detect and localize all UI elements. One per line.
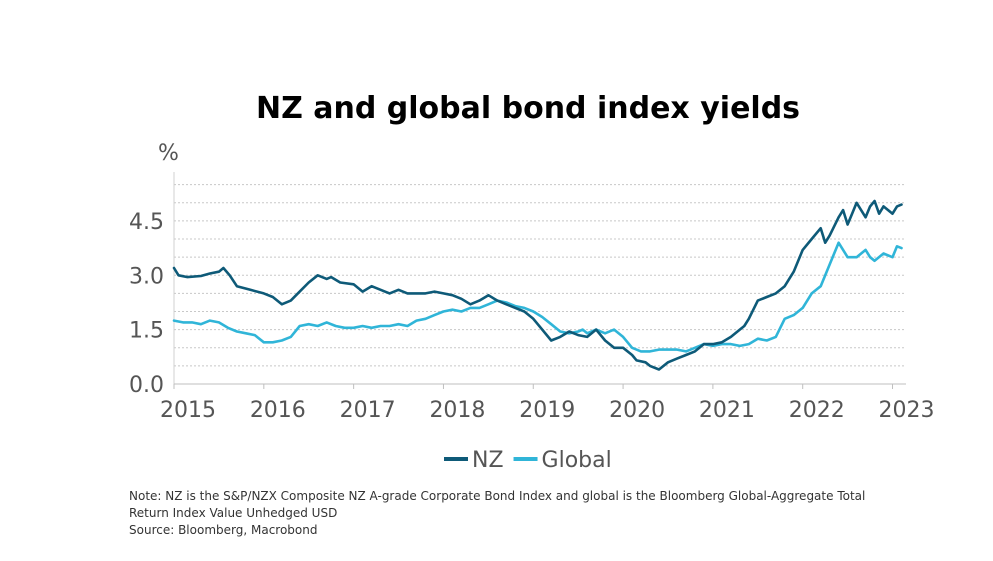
y-tick-labels: 0.0 1.5 3.0 4.5 (129, 210, 164, 398)
x-tick-label: 2019 (519, 398, 575, 423)
legend: NZ Global (444, 448, 612, 473)
chart-title: NZ and global bond index yields (256, 91, 800, 126)
x-tick-label: 2015 (160, 398, 216, 423)
x-tick-label: 2016 (250, 398, 306, 423)
series-line-global (172, 241, 903, 353)
y-tick-label: 0.0 (129, 373, 164, 398)
note-line-1: Note: NZ is the S&P/NZX Composite NZ A-g… (129, 489, 866, 503)
x-tick-labels: 2015 2016 2017 2018 2019 2020 2021 2022 2023 (160, 384, 935, 423)
y-axis-unit: % (158, 141, 179, 166)
y-tick-label: 4.5 (129, 210, 164, 235)
legend-label-global: Global (542, 448, 612, 473)
series-line-nz (172, 199, 903, 371)
axes (173, 172, 906, 385)
legend-label-nz: NZ (472, 448, 504, 473)
x-tick-label: 2023 (879, 398, 935, 423)
series-layer (172, 199, 903, 371)
x-tick-label: 2021 (699, 398, 755, 423)
y-tick-label: 3.0 (129, 264, 164, 289)
x-tick-label: 2017 (340, 398, 396, 423)
x-tick-label: 2020 (609, 398, 665, 423)
y-tick-label: 1.5 (129, 319, 164, 344)
x-tick-label: 2018 (429, 398, 485, 423)
chart-notes: Note: NZ is the S&P/NZX Composite NZ A-g… (129, 488, 909, 539)
source-line: Source: Bloomberg, Macrobond (129, 523, 318, 537)
note-line-2: Return Index Value Unhedged USD (129, 506, 338, 520)
x-tick-label: 2022 (789, 398, 845, 423)
